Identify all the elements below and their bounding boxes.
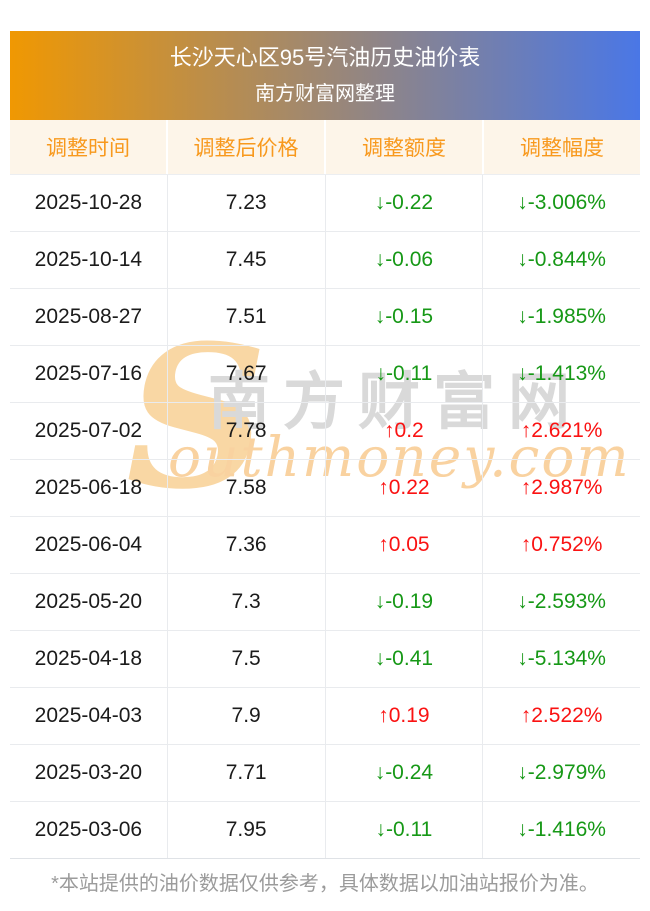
cell-adjust-date: 2025-03-06 bbox=[34, 818, 143, 841]
cell-change-percent: ↑2.621% bbox=[482, 403, 640, 459]
cell-adjust-date: 2025-06-04 bbox=[34, 533, 143, 556]
cell-change-percent: ↑2.522% bbox=[482, 688, 640, 744]
cell-adjust-date: 2025-10-28 bbox=[34, 191, 143, 214]
page-subtitle: 南方财富网整理 bbox=[255, 83, 395, 106]
cell-adjusted-price: 7.78 bbox=[166, 403, 325, 459]
cell-change-amount: ↓-0.11 bbox=[324, 802, 483, 858]
cell-adjust-date: 2025-08-27 bbox=[34, 305, 143, 328]
cell-adjust-date: 2025-04-03 bbox=[34, 704, 143, 727]
cell-change-amount: ↓-0.06 bbox=[324, 232, 483, 288]
cell-adjust-date: 2025-07-16 bbox=[34, 362, 143, 385]
table-header-row: 调整时间 调整后价格 调整额度 调整幅度 bbox=[10, 120, 640, 174]
cell-change-percent: ↓-5.134% bbox=[482, 631, 640, 687]
cell-adjust-date: 2025-07-02 bbox=[34, 419, 143, 442]
title-banner: 长沙天心区95号汽油历史油价表 南方财富网整理 bbox=[10, 31, 640, 120]
cell-adjusted-price: 7.9 bbox=[166, 688, 325, 744]
cell-change-amount: ↓-0.22 bbox=[324, 175, 483, 231]
table-row: 2025-06-18 7.58 ↑0.22 ↑2.987% bbox=[10, 459, 640, 516]
column-header-pct: 调整幅度 bbox=[482, 120, 640, 174]
cell-change-amount: ↓-0.11 bbox=[324, 346, 483, 402]
cell-adjusted-price: 7.51 bbox=[166, 289, 325, 345]
cell-change-amount: ↓-0.24 bbox=[324, 745, 483, 801]
cell-adjust-date: 2025-10-14 bbox=[34, 248, 143, 271]
cell-change-percent: ↓-0.844% bbox=[482, 232, 640, 288]
table-row: 2025-07-16 7.67 ↓-0.11 ↓-1.413% bbox=[10, 345, 640, 402]
cell-adjusted-price: 7.67 bbox=[166, 346, 325, 402]
cell-adjusted-price: 7.95 bbox=[166, 802, 325, 858]
cell-adjusted-price: 7.58 bbox=[166, 460, 325, 516]
cell-change-amount: ↑0.2 bbox=[324, 403, 483, 459]
cell-adjust-date: 2025-05-20 bbox=[34, 590, 143, 613]
cell-change-amount: ↑0.05 bbox=[324, 517, 483, 573]
cell-change-percent: ↓-2.593% bbox=[482, 574, 640, 630]
table-body: 2025-10-28 7.23 ↓-0.22 ↓-3.006% 2025-10-14 7.… bbox=[10, 174, 640, 859]
cell-change-percent: ↓-1.416% bbox=[482, 802, 640, 858]
table-row: 2025-03-06 7.95 ↓-0.11 ↓-1.416% bbox=[10, 801, 640, 858]
cell-adjust-date: 2025-03-20 bbox=[34, 761, 143, 784]
cell-change-amount: ↑0.19 bbox=[324, 688, 483, 744]
column-header-change: 调整额度 bbox=[324, 120, 482, 174]
cell-change-percent: ↓-2.979% bbox=[482, 745, 640, 801]
table-row: 2025-04-03 7.9 ↑0.19 ↑2.522% bbox=[10, 687, 640, 744]
cell-adjusted-price: 7.5 bbox=[166, 631, 325, 687]
cell-change-amount: ↑0.22 bbox=[324, 460, 483, 516]
table-row: 2025-10-14 7.45 ↓-0.06 ↓-0.844% bbox=[10, 231, 640, 288]
table-row: 2025-08-27 7.51 ↓-0.15 ↓-1.985% bbox=[10, 288, 640, 345]
cell-change-percent: ↓-3.006% bbox=[482, 175, 640, 231]
column-header-price: 调整后价格 bbox=[166, 120, 324, 174]
table-row: 2025-03-20 7.71 ↓-0.24 ↓-2.979% bbox=[10, 744, 640, 801]
cell-change-percent: ↓-1.413% bbox=[482, 346, 640, 402]
cell-change-amount: ↓-0.41 bbox=[324, 631, 483, 687]
footer-note: *本站提供的油价数据仅供参考，具体数据以加油站报价为准。 bbox=[51, 873, 599, 895]
table-row: 2025-10-28 7.23 ↓-0.22 ↓-3.006% bbox=[10, 174, 640, 231]
page-title: 长沙天心区95号汽油历史油价表 bbox=[169, 44, 481, 70]
cell-adjusted-price: 7.36 bbox=[166, 517, 325, 573]
table-row: 2025-07-02 7.78 ↑0.2 ↑2.621% bbox=[10, 402, 640, 459]
cell-adjust-date: 2025-04-18 bbox=[34, 647, 143, 670]
cell-adjusted-price: 7.45 bbox=[166, 232, 325, 288]
cell-change-percent: ↓-1.985% bbox=[482, 289, 640, 345]
cell-change-amount: ↓-0.19 bbox=[324, 574, 483, 630]
cell-change-amount: ↓-0.15 bbox=[324, 289, 483, 345]
table-row: 2025-06-04 7.36 ↑0.05 ↑0.752% bbox=[10, 516, 640, 573]
cell-change-percent: ↑0.752% bbox=[482, 517, 640, 573]
cell-change-percent: ↑2.987% bbox=[482, 460, 640, 516]
table-row: 2025-04-18 7.5 ↓-0.41 ↓-5.134% bbox=[10, 630, 640, 687]
cell-adjusted-price: 7.71 bbox=[166, 745, 325, 801]
column-header-date: 调整时间 bbox=[46, 137, 130, 160]
cell-adjusted-price: 7.3 bbox=[166, 574, 325, 630]
table-row: 2025-05-20 7.3 ↓-0.19 ↓-2.593% bbox=[10, 573, 640, 630]
cell-adjust-date: 2025-06-18 bbox=[34, 476, 143, 499]
cell-adjusted-price: 7.23 bbox=[166, 175, 325, 231]
